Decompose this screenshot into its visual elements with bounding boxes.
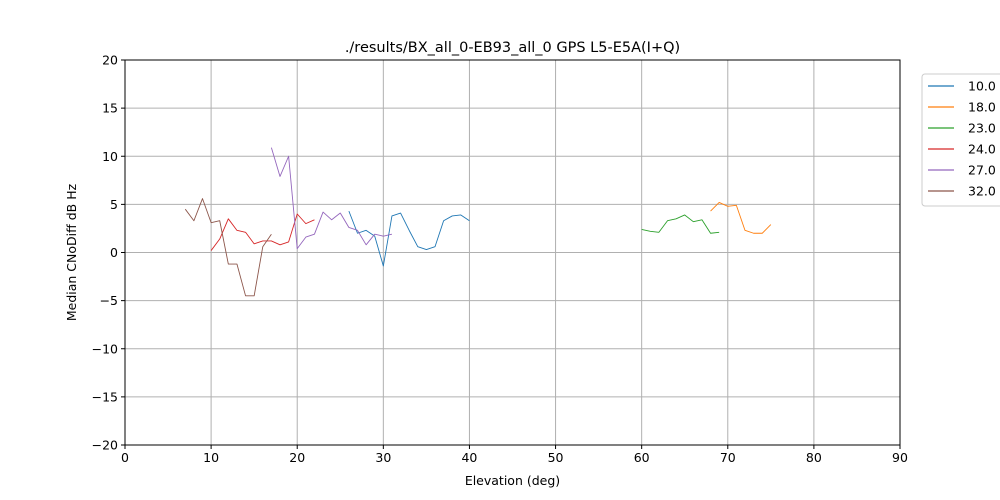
x-axis-label: Elevation (deg)	[465, 473, 560, 488]
y-tick-label: −15	[92, 389, 118, 404]
series-lines	[184, 147, 772, 297]
x-tick-label: 70	[720, 450, 736, 465]
x-tick-label: 0	[121, 450, 129, 465]
legend-label: 10.0	[968, 79, 996, 94]
series-line-10.0	[348, 210, 470, 267]
x-tick-label: 20	[289, 450, 305, 465]
legend-label: 32.0	[968, 184, 996, 199]
series-line-32.0	[184, 198, 272, 297]
y-tick-label: 15	[102, 101, 118, 116]
x-tick-label: 60	[634, 450, 650, 465]
y-tick-label: −20	[92, 438, 118, 453]
x-tick-label: 90	[892, 450, 908, 465]
legend-label: 24.0	[968, 142, 996, 157]
series-line-24.0	[210, 213, 315, 251]
series-line-27.0	[270, 147, 393, 250]
x-tick-label: 50	[548, 450, 564, 465]
legend-label: 23.0	[968, 121, 996, 136]
y-tick-label: −5	[100, 293, 118, 308]
y-tick-label: 0	[110, 245, 118, 260]
series-line-23.0	[641, 214, 720, 234]
chart-title: ./results/BX_all_0-EB93_all_0 GPS L5-E5A…	[345, 40, 680, 56]
x-tick-label: 10	[203, 450, 219, 465]
y-tick-label: 20	[102, 53, 118, 68]
y-axis-label: Median CNoDiff dB Hz	[64, 183, 79, 321]
x-tick-label: 30	[375, 450, 391, 465]
y-tick-label: 10	[102, 149, 118, 164]
series-line-18.0	[710, 201, 772, 234]
x-tick-label: 80	[806, 450, 822, 465]
legend: 10.0 18.0 23.0 24.0 27.0 32.0	[921, 73, 1000, 207]
x-tick-label: 40	[461, 450, 477, 465]
legend-label: 27.0	[968, 163, 996, 178]
y-tick-label: 5	[110, 197, 118, 212]
y-tick-label: −10	[92, 341, 118, 356]
legend-label: 18.0	[968, 100, 996, 115]
